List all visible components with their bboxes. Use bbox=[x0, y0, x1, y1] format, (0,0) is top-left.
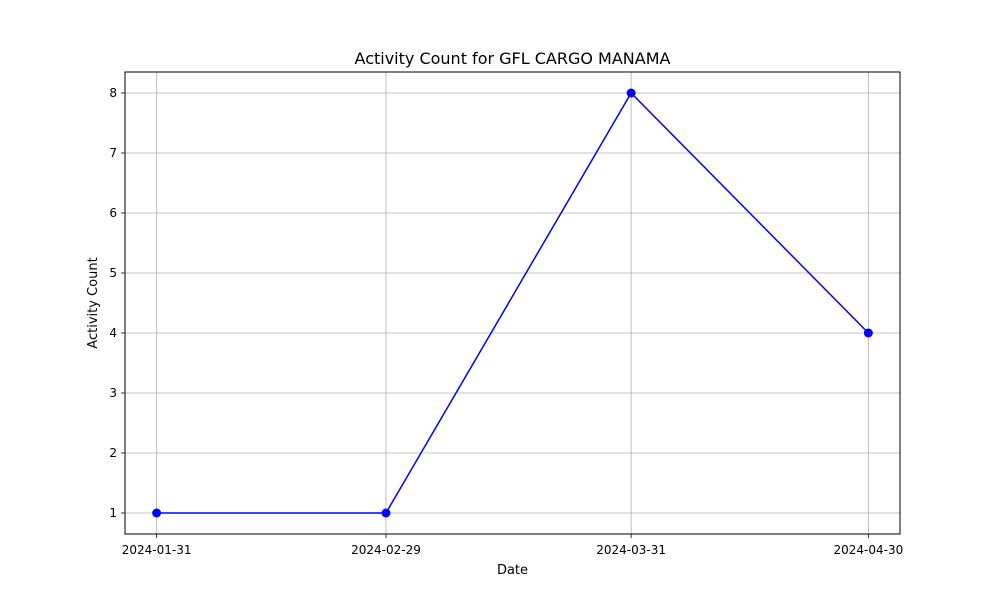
series-line bbox=[156, 92, 869, 514]
y-tick-label: 4 bbox=[109, 326, 117, 340]
y-tick-label: 7 bbox=[109, 146, 117, 160]
data-point bbox=[381, 508, 391, 518]
x-tick-label: 2024-01-31 bbox=[122, 543, 192, 557]
chart-title: Activity Count for GFL CARGO MANAMA bbox=[355, 49, 671, 68]
x-tick-label: 2024-02-29 bbox=[351, 543, 421, 557]
x-tick-label: 2024-04-30 bbox=[833, 543, 903, 557]
y-tick-label: 6 bbox=[109, 206, 117, 220]
data-point bbox=[626, 88, 636, 98]
x-axis-label: Date bbox=[497, 563, 528, 578]
data-point bbox=[863, 328, 873, 338]
plot-frame bbox=[124, 71, 901, 535]
y-tick-label: 8 bbox=[109, 86, 117, 100]
y-tick-label: 2 bbox=[109, 446, 117, 460]
y-axis-label: Activity Count bbox=[86, 257, 101, 348]
x-tick-label: 2024-03-31 bbox=[596, 543, 666, 557]
tick-layer: 2024-01-31 2024-02-29 2024-03-31 2024-04-30… bbox=[109, 86, 903, 557]
y-tick-label: 3 bbox=[109, 386, 117, 400]
grid-layer bbox=[125, 72, 900, 534]
y-tick-label: 5 bbox=[109, 266, 117, 280]
data-point bbox=[152, 508, 162, 518]
series-layer bbox=[152, 88, 873, 518]
y-tick-label: 1 bbox=[109, 506, 117, 520]
